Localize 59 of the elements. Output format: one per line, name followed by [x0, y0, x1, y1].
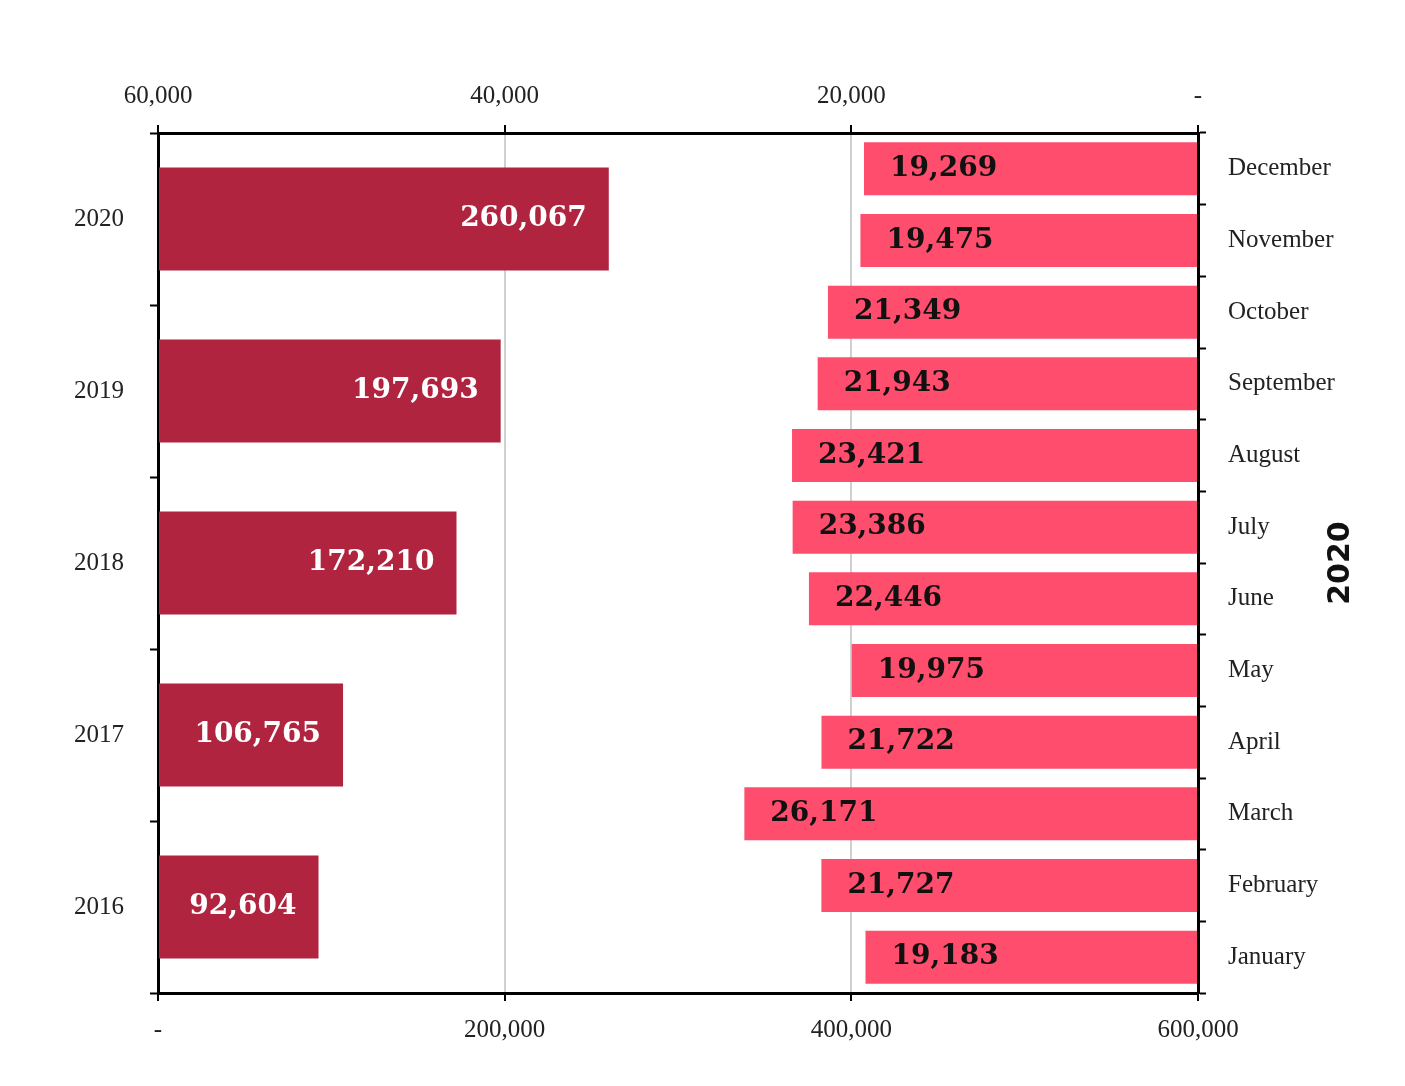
y-tick-label: 2020 — [74, 203, 124, 231]
y-tick-label: 2016 — [74, 891, 124, 919]
y-tick-label: December — [1228, 153, 1332, 181]
bar — [860, 213, 1197, 268]
bar — [744, 787, 1197, 841]
data-label: 21,722 — [847, 723, 955, 757]
y-tick-label: November — [1228, 225, 1335, 253]
y-tick-label: April — [1228, 726, 1281, 754]
bar — [159, 683, 344, 787]
bar — [864, 142, 1197, 196]
y-tick-label: February — [1228, 870, 1319, 898]
data-label: 19,975 — [877, 651, 985, 685]
x-tick-label: 600,000 — [1157, 1014, 1239, 1042]
data-label: 197,693 — [352, 372, 479, 406]
data-label: 106,765 — [194, 716, 322, 750]
data-label: 23,421 — [818, 436, 926, 470]
y-tick-label: September — [1228, 368, 1336, 396]
data-label: 26,171 — [770, 795, 878, 829]
bar — [821, 715, 1197, 769]
bar — [159, 855, 319, 959]
data-label: 21,727 — [847, 866, 955, 900]
bar — [792, 428, 1197, 483]
data-label: 22,446 — [834, 580, 943, 614]
y-tick-label: March — [1228, 798, 1294, 826]
bar — [159, 511, 457, 615]
x-tick-label: - — [1193, 80, 1203, 108]
y-tick-label: 2018 — [74, 547, 124, 575]
x-tick-label: 20,000 — [816, 80, 886, 108]
bar — [865, 930, 1197, 984]
bar — [821, 858, 1197, 913]
bar — [159, 339, 501, 443]
data-label: 19,183 — [891, 938, 999, 972]
bar — [851, 643, 1197, 698]
data-label: 21,943 — [843, 365, 951, 399]
y-tick-label: August — [1228, 440, 1301, 468]
y-tick-label: 2017 — [74, 719, 124, 747]
data-label: 23,386 — [818, 508, 926, 542]
data-label: 19,269 — [890, 150, 998, 184]
x-tick-label: 60,000 — [123, 80, 193, 108]
y-tick-label: May — [1228, 655, 1275, 683]
x-tick-label: 40,000 — [470, 80, 540, 108]
x-tick-label: - — [153, 1014, 163, 1042]
y-tick-label: June — [1228, 583, 1274, 611]
y-tick-label: October — [1228, 296, 1310, 324]
bar — [827, 285, 1197, 339]
data-label: 21,349 — [853, 293, 962, 327]
x-tick-label: 200,000 — [464, 1014, 546, 1042]
bar — [808, 572, 1197, 626]
bar — [817, 357, 1197, 411]
data-label: 260,067 — [460, 200, 587, 234]
data-label: 19,475 — [886, 221, 994, 255]
y-tick-label: January — [1228, 941, 1307, 969]
x-tick-label: 400,000 — [810, 1014, 892, 1042]
data-label: 172,210 — [307, 544, 435, 578]
data-label: 92,604 — [189, 888, 297, 922]
bar — [159, 167, 609, 271]
bar — [792, 500, 1197, 554]
y-tick-label: 2019 — [74, 375, 124, 403]
y-tick-label: July — [1228, 511, 1271, 539]
